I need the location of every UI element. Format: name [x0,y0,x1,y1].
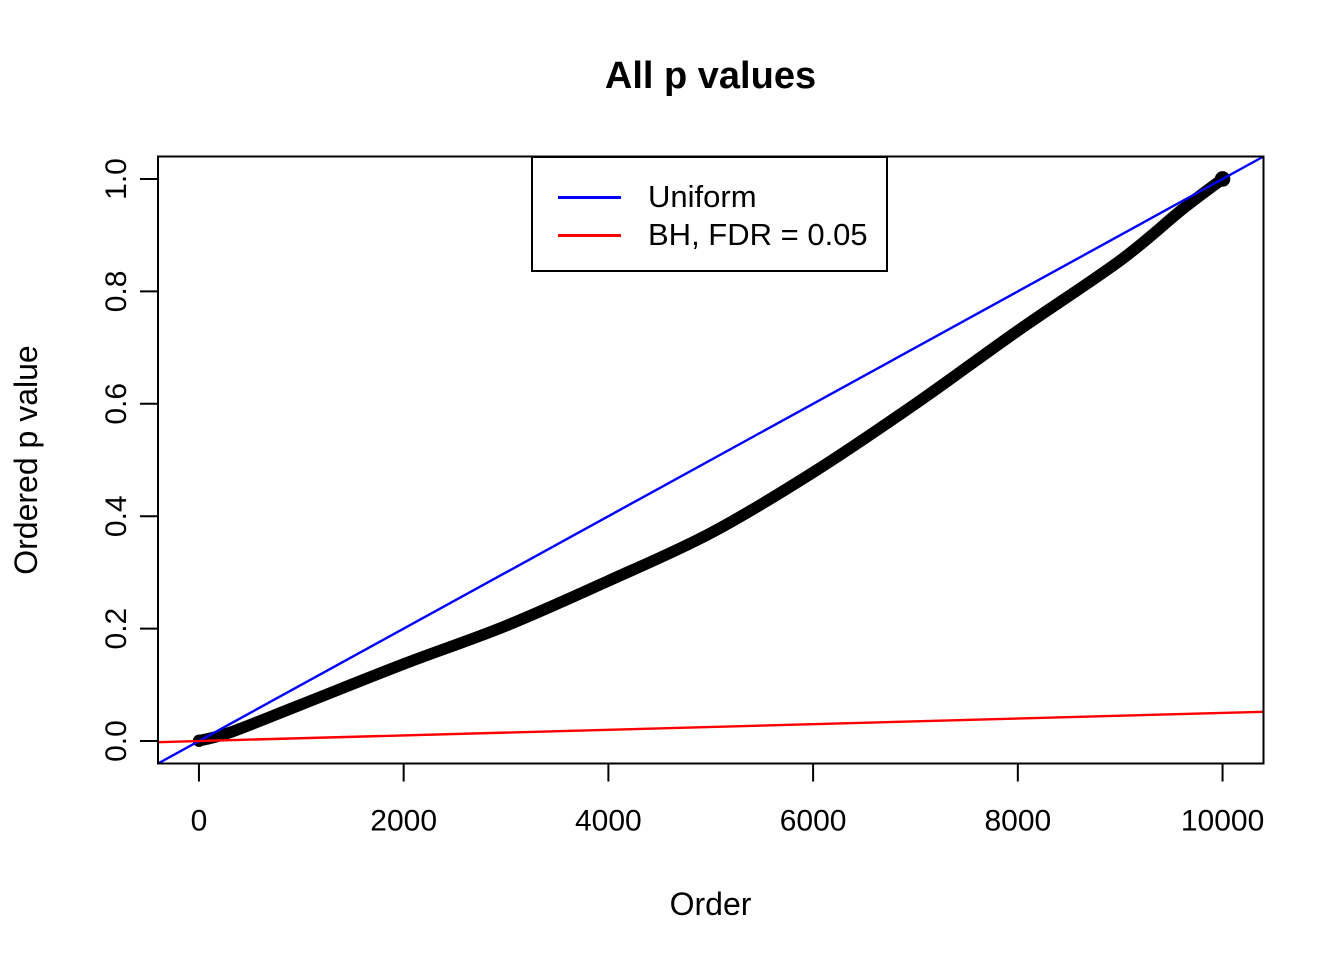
y-tick-label: 0.6 [100,383,133,425]
x-tick-label: 8000 [984,805,1051,838]
bh-fdr-line [157,710,1264,744]
y-tick-label: 0.8 [100,271,133,313]
y-tick-label: 0.2 [100,608,133,650]
legend: Uniform BH, FDR = 0.05 [531,156,888,272]
legend-item-bh: BH, FDR = 0.05 [533,216,886,254]
legend-item-uniform: Uniform [533,178,886,216]
x-tick-label: 6000 [780,805,847,838]
legend-label-uniform: Uniform [648,179,757,214]
y-axis-label: Ordered p value [8,345,44,575]
x-tick-label: 2000 [370,805,437,838]
x-tick-label: 4000 [575,805,642,838]
y-tick-label: 0.4 [100,495,133,537]
legend-line-bh [558,233,621,237]
legend-line-uniform [558,195,621,199]
ordered-p-values [193,173,1229,747]
chart-title: All p values [604,55,817,97]
uniform-line [157,155,1265,765]
x-tick-label: 10000 [1181,805,1264,838]
legend-label-bh: BH, FDR = 0.05 [648,217,868,252]
y-tick-label: 1.0 [100,158,133,200]
x-tick-label: 0 [191,805,208,838]
x-axis-label: Order [669,886,752,922]
y-tick-label: 0.0 [100,720,133,762]
